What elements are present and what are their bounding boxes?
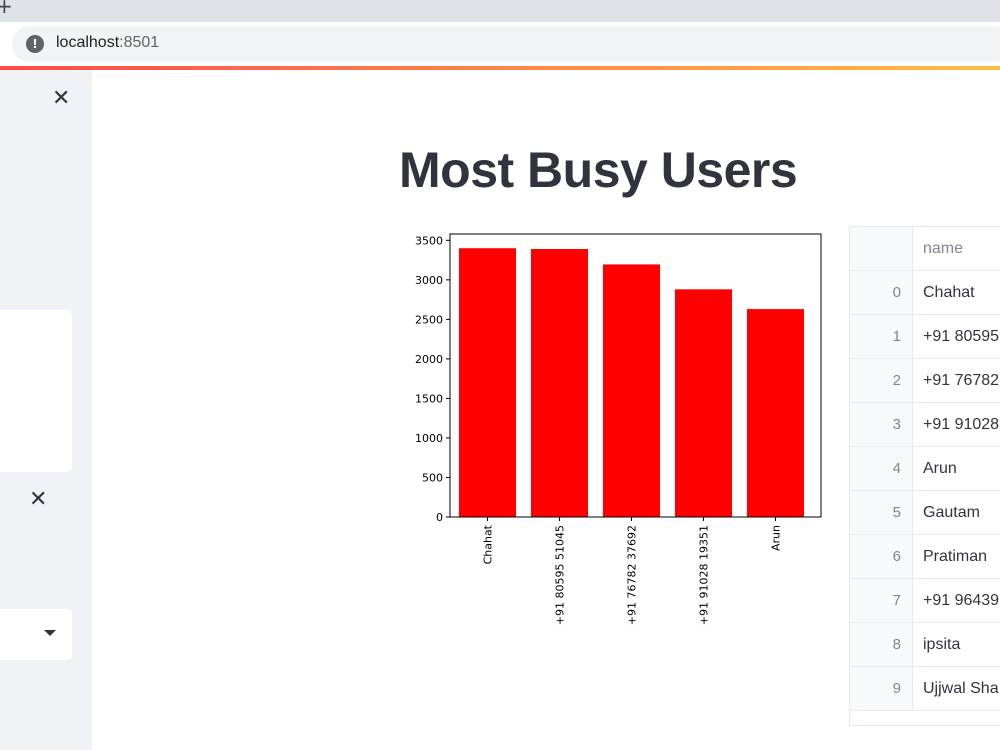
- url-port: :8501: [119, 34, 160, 51]
- x-tick-label: Arun: [770, 525, 783, 551]
- x-tick-label: +91 91028 19351: [698, 525, 711, 625]
- y-tick-label: 0: [436, 511, 443, 524]
- address-bar[interactable]: ! localhost:8501: [12, 26, 1000, 62]
- table-row[interactable]: 2 +91 76782: [850, 359, 1000, 403]
- bar: [603, 264, 660, 517]
- x-tick-label: +91 76782 37692: [626, 525, 639, 625]
- name-cell[interactable]: +91 96439: [923, 592, 1000, 609]
- table-row[interactable]: 8 ipsita: [850, 623, 1000, 667]
- y-tick-label: 3000: [415, 274, 443, 287]
- table-row[interactable]: 4 Arun: [850, 447, 1000, 491]
- row-index-cell: 9: [850, 667, 913, 710]
- table-row[interactable]: 1 +91 80595: [850, 315, 1000, 359]
- sidebar-panel: [0, 310, 72, 472]
- name-cell[interactable]: ipsita: [923, 636, 961, 653]
- url-host: localhost: [56, 34, 120, 51]
- row-index-cell: 2: [850, 359, 913, 402]
- app-decoration-bar: [0, 66, 1000, 70]
- name-cell[interactable]: Chahat: [923, 284, 975, 301]
- column-header-name[interactable]: name: [923, 240, 964, 257]
- url-text[interactable]: localhost:8501: [56, 34, 159, 52]
- name-cell[interactable]: +91 76782: [923, 372, 1000, 389]
- row-index-cell: 5: [850, 491, 913, 534]
- bar: [747, 309, 804, 517]
- name-cell[interactable]: Arun: [923, 460, 957, 477]
- y-tick-label: 2000: [415, 353, 443, 366]
- users-dataframe[interactable]: name 0 Chahat 1 +91 80595 2 +91 76782 3 +91 910…: [849, 226, 1000, 726]
- caret-down-icon[interactable]: [44, 630, 56, 636]
- table-row[interactable]: 3 +91 91028: [850, 403, 1000, 447]
- bar: [531, 249, 588, 518]
- y-tick-label: 3500: [415, 234, 443, 247]
- new-tab-plus-icon[interactable]: +: [0, 0, 13, 18]
- plot-area-frame: [449, 233, 822, 518]
- table-row[interactable]: 5 Gautam: [850, 491, 1000, 535]
- table-row[interactable]: 9 Ujjwal Sha: [850, 667, 1000, 711]
- close-icon[interactable]: ✕: [29, 487, 48, 512]
- row-index-cell: 3: [850, 403, 913, 446]
- table-row[interactable]: 6 Pratiman: [850, 535, 1000, 579]
- browser-toolbar: ! localhost:8501: [0, 22, 1000, 66]
- bar: [459, 248, 516, 517]
- y-tick-label: 1000: [415, 432, 443, 445]
- row-index-cell: 0: [850, 271, 913, 314]
- x-tick-label: Chahat: [482, 524, 495, 564]
- sidebar: ✕ ✕: [0, 70, 92, 750]
- name-cell[interactable]: Gautam: [923, 504, 980, 521]
- row-index-cell: 4: [850, 447, 913, 490]
- y-tick-label: 500: [422, 471, 443, 484]
- name-cell[interactable]: +91 80595: [923, 328, 1000, 345]
- row-index-cell: 7: [850, 579, 913, 622]
- table-row[interactable]: 7 +91 96439: [850, 579, 1000, 623]
- row-index-cell: 6: [850, 535, 913, 578]
- table-row[interactable]: 0 Chahat: [850, 271, 1000, 315]
- name-cell[interactable]: Ujjwal Sha: [923, 680, 999, 697]
- row-index-cell: 1: [850, 315, 913, 358]
- bar: [675, 289, 732, 517]
- x-tick-label: +91 80595 51045: [554, 525, 567, 625]
- y-tick-label: 1500: [415, 392, 443, 405]
- busy-users-bar-chart: 0 500 1000 1500 2000 2500 3000 3500 Chahat +91 80…: [415, 233, 822, 625]
- page-title: Most Busy Users: [399, 142, 798, 198]
- sidebar-select[interactable]: [0, 609, 72, 660]
- name-cell[interactable]: +91 91028: [923, 416, 1000, 433]
- y-tick-label: 2500: [415, 313, 443, 326]
- close-icon[interactable]: ✕: [52, 86, 71, 111]
- table-header-row: name: [850, 227, 1000, 271]
- index-header-cell: [850, 227, 913, 270]
- info-icon[interactable]: !: [26, 35, 44, 53]
- tab-strip: +: [0, 0, 1000, 22]
- name-cell[interactable]: Pratiman: [923, 548, 988, 565]
- row-index-cell: 8: [850, 623, 913, 666]
